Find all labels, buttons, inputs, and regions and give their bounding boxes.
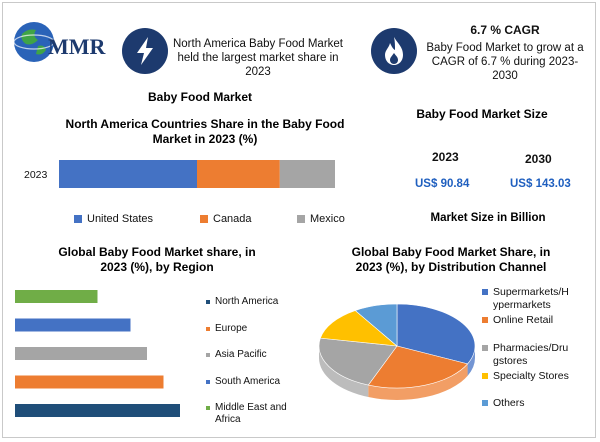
pie-slice: [367, 345, 469, 389]
legend-label: Pharmacies/Dru gstores: [493, 342, 569, 367]
lightning-bolt-icon: [137, 37, 153, 65]
legend-label: Supermarkets/H ypermarkets: [493, 286, 569, 311]
market-size-value-2023: US$ 90.84: [415, 178, 470, 190]
globe-icon: [13, 22, 55, 62]
lightning-badge: [122, 28, 168, 74]
region-chart-title: Global Baby Food Market share, in 2023 (…: [58, 245, 256, 274]
pie-slice-side: [467, 346, 475, 376]
pie-slice-side: [319, 346, 369, 398]
info-right-text: Baby Food Market to grow at a CAGR of 6.…: [426, 42, 584, 82]
market-size-value-2030: US$ 143.03: [510, 178, 571, 190]
country-legend-item-canada: Canada: [200, 213, 252, 225]
legend-label: Europe: [215, 322, 248, 334]
country-share-chart: 2023: [24, 160, 335, 188]
region-legend-item: South America: [206, 376, 296, 388]
infographic-frame: [2, 2, 596, 438]
logo: MMR: [12, 20, 117, 66]
country-legend-item-us: United States: [74, 213, 153, 225]
channel-legend-item: Specialty Stores: [482, 370, 586, 383]
legend-label: South America: [215, 375, 281, 387]
legend-swatch: [482, 345, 488, 351]
market-size-title: Baby Food Market Size: [416, 107, 548, 121]
region-legend-item: Middle East and Africa: [206, 402, 296, 426]
channel-legend-item: Pharmacies/Dru gstores: [482, 342, 586, 368]
legend-label: Online Retail: [493, 314, 554, 326]
legend-swatch: [74, 215, 82, 223]
channel-legend-item: Online Retail: [482, 314, 586, 327]
country-legend-item-mexico: Mexico: [297, 213, 345, 225]
channel-legend-item: Others: [482, 397, 586, 410]
category-tick-label: 2023: [24, 169, 48, 181]
pie-slice: [319, 310, 398, 347]
logo-text: MMR: [48, 34, 106, 59]
pie-slice: [396, 303, 476, 365]
legend-swatch: [482, 400, 488, 406]
section-title: Baby Food Market: [147, 90, 252, 104]
legend-swatch: [482, 289, 488, 295]
bar-segment: [197, 160, 280, 188]
region-chart: [15, 290, 180, 417]
bar: [15, 347, 147, 360]
pie-slice: [318, 337, 398, 386]
legend-swatch: [206, 300, 210, 304]
market-size-year-2030: 2030: [525, 152, 552, 166]
region-legend-item: North America: [206, 296, 296, 308]
legend-label: Mexico: [310, 213, 345, 225]
channel-chart-title: Global Baby Food Market Share, in 2023 (…: [351, 245, 551, 274]
flame-icon: [385, 37, 403, 65]
bar-segment: [59, 160, 197, 188]
legend-swatch: [297, 215, 305, 223]
legend-label: Canada: [213, 213, 252, 225]
legend-label: Specialty Stores: [493, 370, 569, 382]
market-size-unit-note: Market Size in Billion: [430, 212, 546, 224]
legend-swatch: [206, 326, 210, 331]
flame-badge: [371, 28, 417, 74]
country-share-chart-title: North America Countries Share in the Bab…: [65, 117, 345, 146]
legend-label: Others: [493, 397, 525, 409]
region-legend-item: Asia Pacific: [206, 349, 296, 361]
bar: [15, 375, 164, 389]
channel-legend-item: Supermarkets/H ypermarkets: [482, 286, 586, 312]
pie-slice-side: [368, 363, 468, 400]
cagr-title: 6.7 % CAGR: [470, 23, 540, 37]
bar: [15, 318, 131, 332]
legend-swatch: [200, 215, 208, 223]
info-left-text: North America Baby Food Market held the …: [172, 38, 343, 78]
legend-swatch: [206, 353, 210, 357]
legend-label: United States: [87, 213, 154, 225]
channel-pie-chart: [318, 303, 476, 400]
bar-segment: [279, 160, 335, 188]
legend-swatch: [206, 406, 210, 410]
legend-swatch: [482, 317, 488, 323]
legend-label: North America: [215, 296, 279, 307]
bar: [15, 290, 98, 303]
bar: [15, 404, 180, 417]
legend-label: Middle East and Africa: [215, 402, 287, 425]
legend-swatch: [206, 379, 210, 384]
pie-slice: [354, 303, 398, 347]
legend-label: Asia Pacific: [215, 349, 267, 360]
market-size-year-2023: 2023: [432, 150, 459, 164]
legend-swatch: [482, 373, 488, 379]
region-legend-item: Europe: [206, 323, 296, 335]
